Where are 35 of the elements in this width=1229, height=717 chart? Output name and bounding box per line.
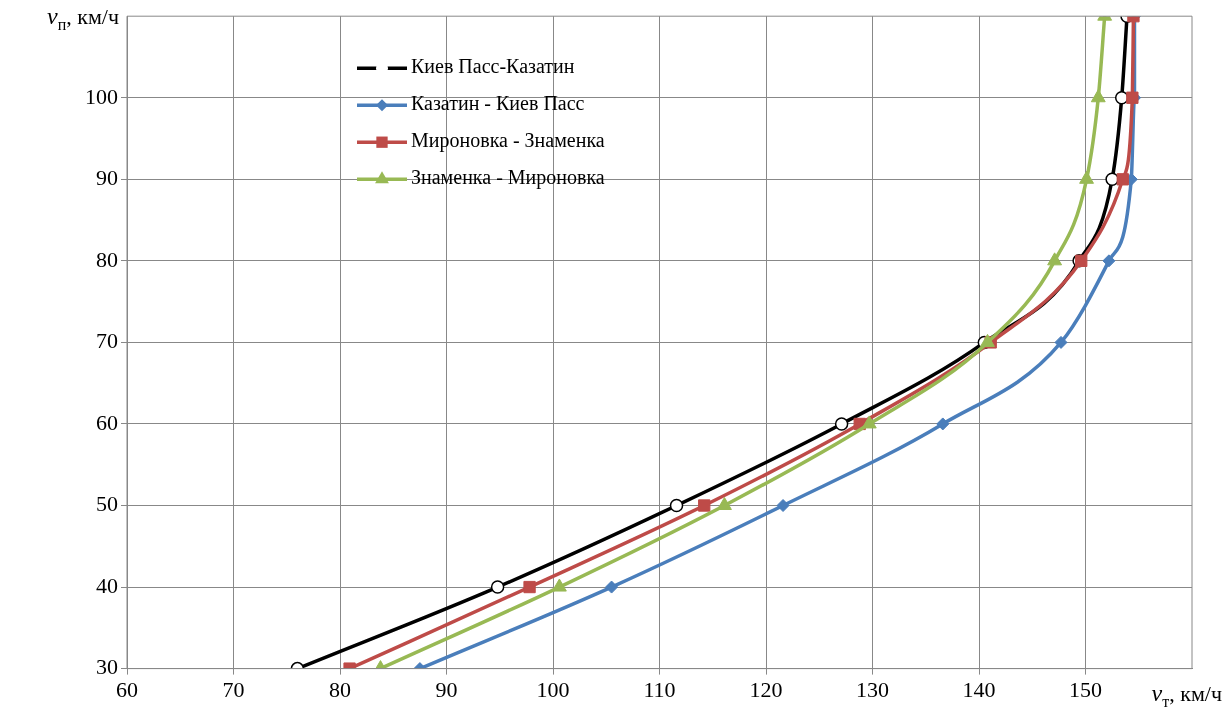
point — [861, 415, 877, 429]
x-tick-label: 70 — [222, 676, 245, 702]
x-tick-label: 130 — [856, 676, 889, 702]
x-tick-label: 100 — [536, 676, 570, 702]
point — [523, 580, 536, 594]
x-tick-label: 120 — [749, 676, 783, 702]
y-tick-label: 40 — [96, 572, 118, 598]
point — [698, 499, 711, 512]
x-tick-label: 110 — [643, 676, 676, 702]
point — [490, 580, 505, 594]
point — [936, 417, 950, 431]
x-tick-label: 60 — [116, 676, 138, 702]
point — [669, 498, 684, 513]
legend-label: Знаменка - Мироновка — [411, 166, 605, 190]
legend-label: Казатин - Киев Пасс — [411, 92, 585, 115]
y-tick-label: 30 — [96, 654, 118, 680]
point — [1116, 173, 1129, 186]
point — [1054, 335, 1068, 349]
x-tick-label: 90 — [435, 676, 458, 702]
y-tick-label: 60 — [96, 409, 118, 435]
x-tick-label: 140 — [962, 676, 996, 702]
point — [1102, 254, 1116, 268]
legend-label: Киев Пасс-Казатин — [411, 55, 575, 78]
point — [717, 497, 732, 510]
y-tick-label: 90 — [96, 165, 118, 191]
point — [776, 499, 790, 512]
point — [834, 417, 849, 431]
legend-label: Мироновка - Знаменка — [411, 129, 605, 153]
point — [605, 580, 619, 594]
y-tick-label: 50 — [96, 491, 118, 517]
x-tick-label: 150 — [1069, 676, 1102, 702]
y-tick-label: 80 — [96, 246, 118, 272]
y-tick-label: 100 — [85, 83, 118, 109]
y-tick-label: 70 — [96, 328, 118, 354]
x-tick-label: 80 — [329, 676, 351, 702]
